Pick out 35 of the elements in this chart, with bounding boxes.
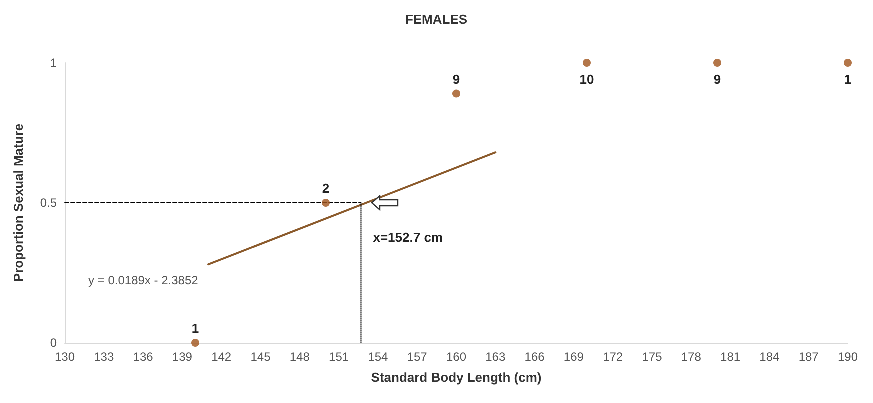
x-tick-label: 175 [642, 350, 663, 364]
annotation: 10 [580, 72, 594, 87]
x-tick-label: 163 [486, 350, 506, 364]
x-tick-label: 178 [681, 350, 702, 364]
x-tick-label: 142 [212, 350, 232, 364]
annotation: x=152.7 cm [373, 230, 443, 245]
x-tick-label: 151 [329, 350, 350, 364]
x-tick-label: 160 [446, 350, 467, 364]
annotation: 1 [844, 72, 852, 87]
x-tick-label: 172 [603, 350, 624, 364]
x-tick-label: 139 [172, 350, 193, 364]
y-tick-label: 0 [50, 336, 58, 350]
x-tick-label: 154 [368, 350, 389, 364]
x-tick-label: 169 [564, 350, 584, 364]
x-tick-label: 157 [407, 350, 428, 364]
annotation: 1 [192, 321, 200, 336]
x-tick-label: 130 [54, 350, 76, 364]
x-axis-title: Standard Body Length (cm) [371, 370, 542, 385]
y-tick-label: 1 [50, 56, 58, 70]
x-tick-label: 148 [290, 350, 310, 364]
x-tick-label: 181 [720, 350, 741, 364]
x-tick-label: 190 [838, 350, 858, 364]
annotation: 9 [714, 72, 722, 87]
y-axis-title: Proportion Sexual Mature [11, 124, 26, 282]
x-tick-label: 166 [524, 350, 546, 364]
y-tick-label: 0.5 [40, 196, 58, 210]
x-tick-label: 133 [94, 350, 114, 364]
x-tick-label: 145 [250, 350, 272, 364]
x-tick-label: 184 [760, 350, 780, 364]
x-tick-label: 136 [133, 350, 154, 364]
annotation: 9 [452, 72, 460, 87]
chart-title: FEMALES [405, 12, 468, 27]
annotation: y = 0.0189x - 2.3852 [88, 274, 199, 288]
x-tick-label: 187 [798, 350, 820, 364]
annotation: 2 [322, 181, 330, 196]
